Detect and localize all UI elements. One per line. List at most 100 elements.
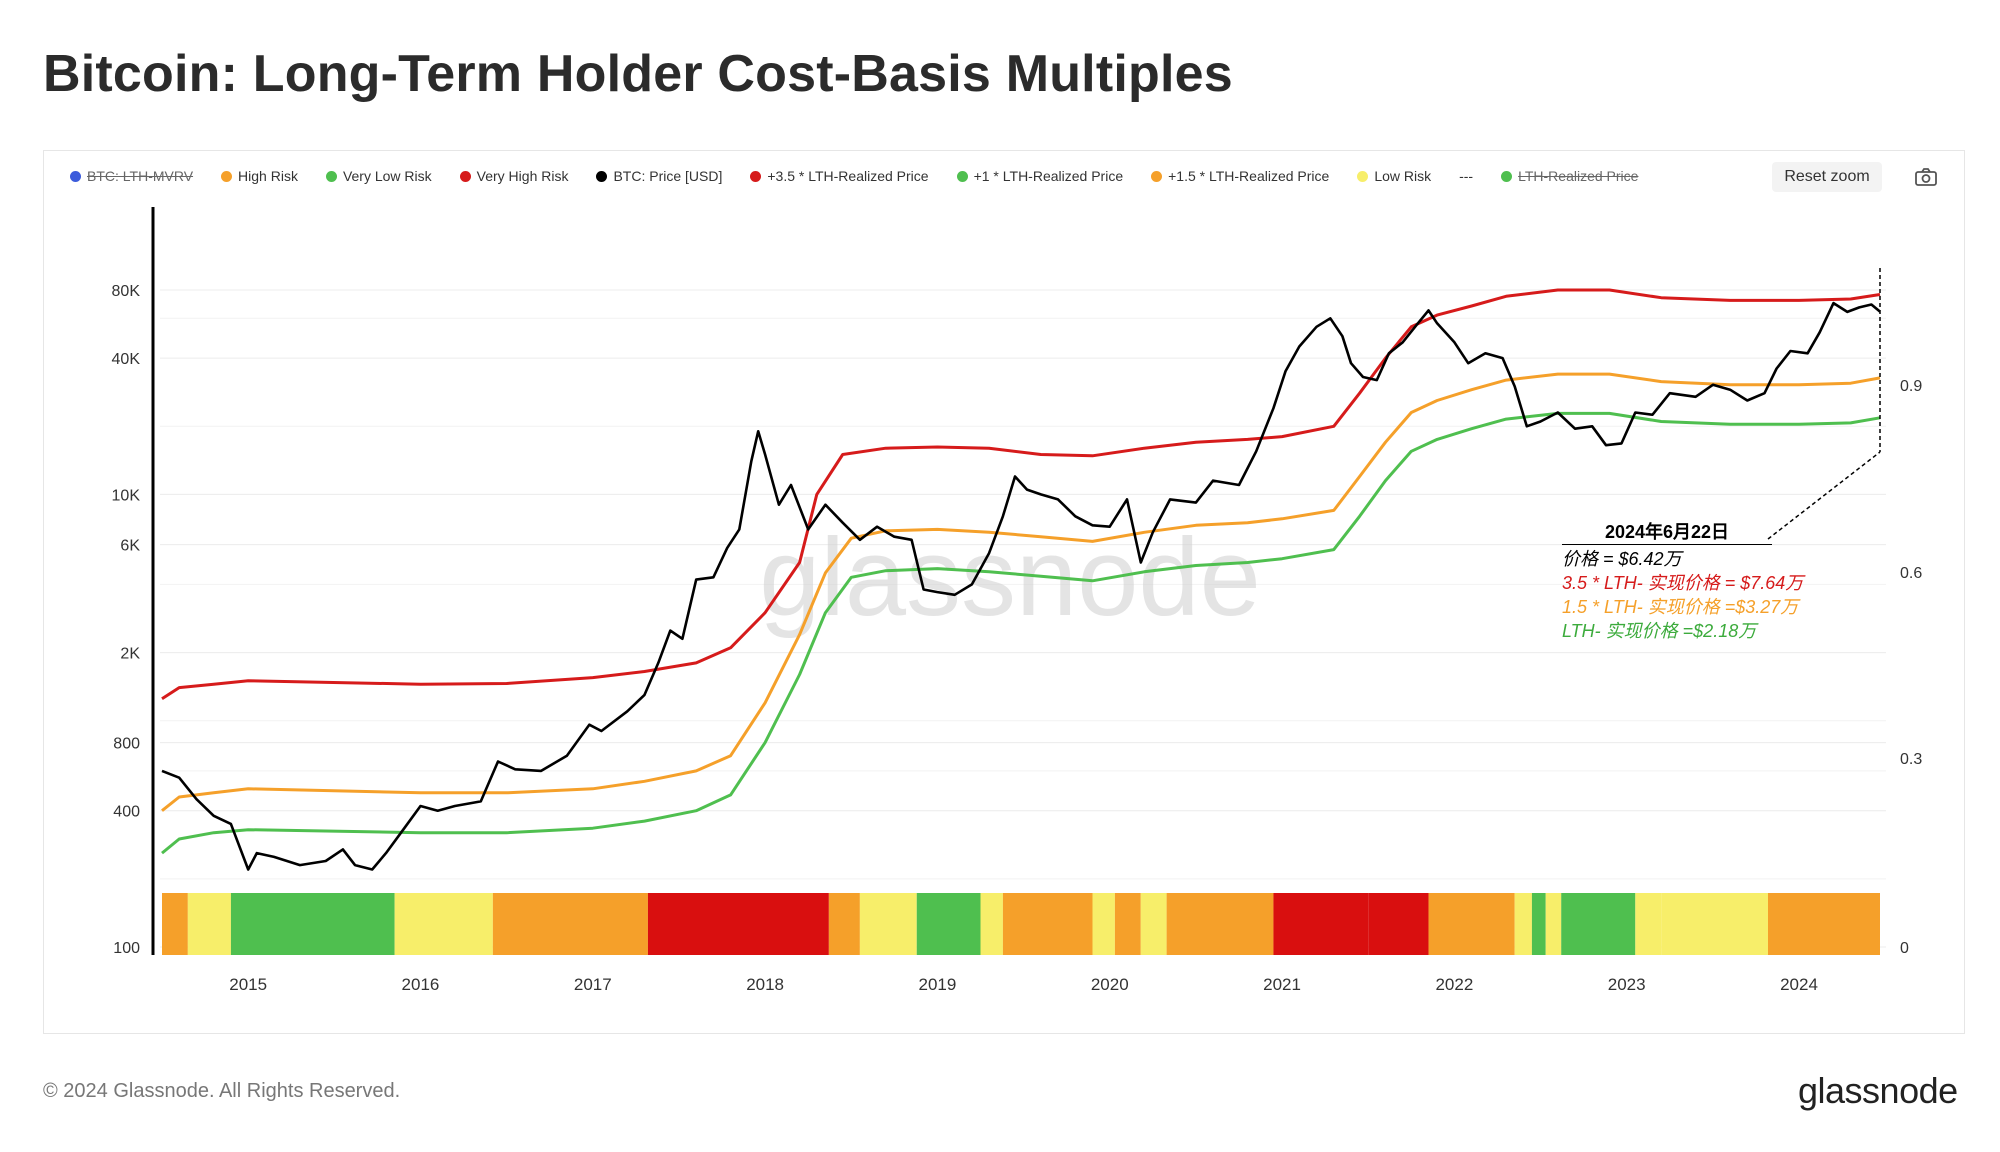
y2-tick-label: 0.3 bbox=[1900, 751, 1922, 768]
legend-dot-icon bbox=[221, 170, 233, 182]
series-line bbox=[161, 288, 1881, 701]
x-tick-label: 2020 bbox=[1091, 975, 1129, 994]
x-tick-label: 2017 bbox=[574, 975, 612, 994]
legend-label: BTC: LTH-MVRV bbox=[87, 168, 194, 184]
risk-band bbox=[230, 893, 395, 955]
risk-band bbox=[1767, 893, 1880, 955]
y-tick-label: 80K bbox=[112, 283, 141, 300]
legend-label: Low Risk bbox=[1374, 168, 1432, 184]
series-line bbox=[161, 372, 1881, 812]
y2-tick-label: 0.9 bbox=[1900, 378, 1922, 395]
series-lines bbox=[161, 288, 1881, 871]
legend-item[interactable]: Low Risk bbox=[1357, 168, 1431, 184]
legend-label: +1 * LTH-Realized Price bbox=[973, 168, 1124, 184]
x-tick-label: 2018 bbox=[746, 975, 784, 994]
risk-band bbox=[1273, 893, 1369, 955]
risk-band bbox=[828, 893, 860, 955]
y-tick-label: 800 bbox=[113, 736, 140, 753]
risk-band bbox=[1114, 893, 1141, 955]
risk-band bbox=[1561, 893, 1636, 955]
legend-dot-icon bbox=[956, 170, 968, 182]
legend-label: +1.5 * LTH-Realized Price bbox=[1168, 168, 1330, 184]
y-tick-label: 400 bbox=[113, 804, 140, 821]
risk-band bbox=[1140, 893, 1167, 955]
x-tick-label: 2019 bbox=[919, 975, 957, 994]
risk-band bbox=[1545, 893, 1562, 955]
legend-dot-icon bbox=[325, 170, 337, 182]
legend-item[interactable]: --- bbox=[1459, 168, 1473, 184]
legend-dot-icon bbox=[1501, 170, 1513, 182]
chart-legend: BTC: LTH-MVRV High Risk Very Low Risk Very … bbox=[70, 164, 1666, 188]
legend-label: Very Low Risk bbox=[342, 168, 432, 184]
x-tick-label: 2016 bbox=[402, 975, 440, 994]
x-tick-label: 2024 bbox=[1780, 975, 1818, 994]
annotation-date: 2024年6月22日 bbox=[1562, 520, 1772, 545]
y-tick-label: 2K bbox=[120, 646, 140, 663]
legend-dot-icon bbox=[1357, 170, 1369, 182]
legend-label: LTH-Realized Price bbox=[1518, 168, 1639, 184]
x-tick-label: 2015 bbox=[229, 975, 267, 994]
risk-band bbox=[1635, 893, 1662, 955]
risk-band bbox=[1368, 893, 1429, 955]
risk-band bbox=[1092, 893, 1115, 955]
risk-band bbox=[1002, 893, 1093, 955]
legend-item[interactable]: +1 * LTH-Realized Price bbox=[956, 168, 1124, 184]
annotation-lth35: 3.5 * LTH- 实现价格 = $7.64万 bbox=[1562, 573, 1804, 593]
legend-label: BTC: Price [USD] bbox=[613, 168, 723, 184]
risk-band bbox=[980, 893, 1003, 955]
y-tick-label: 6K bbox=[120, 538, 140, 555]
legend-item[interactable]: BTC: Price [USD] bbox=[596, 168, 722, 184]
y-tick-label: 100 bbox=[113, 940, 140, 957]
y2-tick-label: 0.6 bbox=[1900, 565, 1922, 582]
annotation-lth1: LTH- 实现价格 =$2.18万 bbox=[1562, 621, 1757, 641]
risk-band bbox=[859, 893, 917, 955]
legend-item[interactable]: BTC: LTH-MVRV bbox=[70, 168, 193, 184]
risk-band bbox=[647, 893, 829, 955]
y2-axis: 0.9 0.6 0.3 0 bbox=[1900, 378, 1922, 957]
risk-band bbox=[492, 893, 648, 955]
legend-item[interactable]: High Risk bbox=[221, 168, 298, 184]
page-title: Bitcoin: Long-Term Holder Cost-Basis Mul… bbox=[43, 45, 1233, 103]
risk-band bbox=[187, 893, 231, 955]
brand-logo: glassnode bbox=[1798, 1070, 1958, 1111]
callout-leader-line bbox=[1767, 451, 1881, 540]
series-line bbox=[161, 301, 1881, 871]
camera-icon[interactable] bbox=[1914, 166, 1938, 188]
chart-frame bbox=[43, 150, 1965, 1034]
price-annotation: 2024年6月22日 价格 = $6.42万 3.5 * LTH- 实现价格 =… bbox=[1562, 520, 1803, 643]
reset-zoom-button[interactable]: Reset zoom bbox=[1772, 162, 1882, 192]
annotation-lth15: 1.5 * LTH- 实现价格 =$3.27万 bbox=[1562, 597, 1799, 617]
legend-item[interactable]: +3.5 * LTH-Realized Price bbox=[750, 168, 929, 184]
legend-dot-icon bbox=[1151, 170, 1163, 182]
legend-item[interactable]: LTH-Realized Price bbox=[1501, 168, 1638, 184]
risk-band bbox=[1514, 893, 1532, 955]
x-tick-label: 2021 bbox=[1263, 975, 1301, 994]
legend-item[interactable]: +1.5 * LTH-Realized Price bbox=[1151, 168, 1329, 184]
x-tick-label: 2022 bbox=[1435, 975, 1473, 994]
risk-band bbox=[1531, 893, 1546, 955]
y-tick-label: 10K bbox=[112, 487, 141, 504]
risk-band bbox=[1166, 893, 1274, 955]
legend-dot-icon bbox=[750, 170, 762, 182]
risk-band bbox=[1428, 893, 1515, 955]
risk-band bbox=[394, 893, 493, 955]
legend-item[interactable]: Very Low Risk bbox=[325, 168, 432, 184]
legend-item[interactable]: Very High Risk bbox=[459, 168, 569, 184]
y2-tick-label: 0 bbox=[1900, 940, 1909, 957]
legend-dot-icon bbox=[70, 170, 81, 182]
legend-dot-icon bbox=[596, 170, 608, 182]
legend-label: High Risk bbox=[238, 168, 298, 184]
risk-band bbox=[162, 893, 188, 955]
legend-dot-icon bbox=[459, 170, 471, 182]
y-axis: 80K 40K 10K 6K 2K 800 400 100 bbox=[112, 283, 141, 957]
copyright: © 2024 Glassnode. All Rights Reserved. bbox=[43, 1080, 401, 1102]
legend-label: Very High Risk bbox=[476, 168, 569, 184]
risk-band bbox=[916, 893, 981, 955]
gridlines bbox=[160, 289, 1886, 948]
legend-label: +3.5 * LTH-Realized Price bbox=[767, 168, 929, 184]
risk-band bbox=[1661, 893, 1768, 955]
x-tick-label: 2023 bbox=[1608, 975, 1646, 994]
x-axis: 2015 2016 2017 2018 2019 2020 2021 2022 2023 2024 bbox=[229, 975, 1818, 994]
annotation-price: 价格 = $6.42万 bbox=[1562, 549, 1682, 569]
